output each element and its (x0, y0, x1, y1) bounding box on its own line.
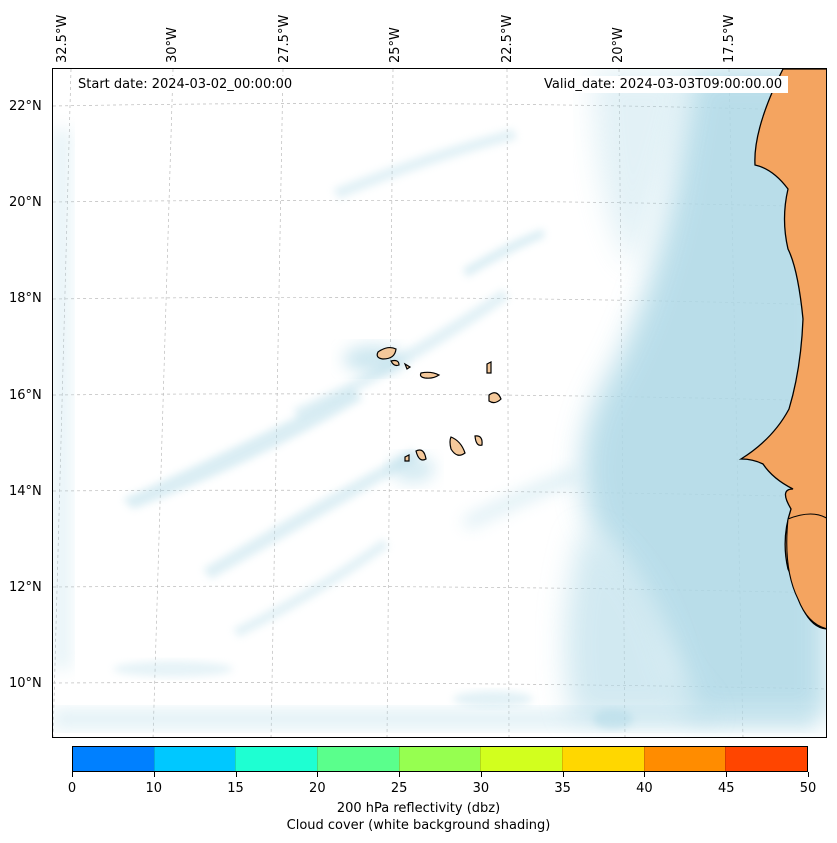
lon-label: 32.5°W (55, 14, 70, 63)
lat-label: 12°N (9, 580, 42, 595)
colorbar-tick-label: 10 (145, 781, 163, 796)
colorbar-segment (480, 747, 563, 771)
lat-label: 20°N (9, 195, 42, 210)
lon-label: 20°W (611, 27, 626, 63)
cape-verde-islands (376, 346, 502, 462)
colorbar-tick-label: 40 (636, 781, 653, 796)
start-date-label: Start date: 2024-03-02_00:00:00 (72, 76, 299, 93)
colorbar-segment (398, 747, 481, 771)
colorbar-tick-label: 25 (390, 781, 408, 796)
lon-label: 17.5°W (722, 14, 737, 63)
colorbar-tick-label: 0 (67, 781, 77, 796)
lon-label: 22.5°W (500, 14, 515, 63)
lat-label: 18°N (9, 291, 42, 306)
colorbar-tick (235, 772, 237, 777)
colorbar-label: 200 hPa reflectivity (dbz) (336, 801, 501, 816)
colorbar-sublabel: Cloud cover (white background shading) (286, 818, 551, 833)
colorbar-segment (73, 747, 154, 771)
lat-label: 14°N (9, 484, 42, 499)
colorbar-tick (726, 772, 728, 777)
colorbar-segment (725, 747, 808, 771)
colorbar-tick (399, 772, 401, 777)
colorbar-tick-label: 20 (309, 781, 326, 796)
map-panel (52, 68, 827, 738)
colorbar-tick (72, 772, 73, 777)
colorbar-tick-label: 45 (717, 781, 735, 796)
colorbar-tick (562, 772, 564, 777)
valid-date-label: Valid_date: 2024-03-03T09:00:00.00 (538, 76, 789, 93)
colorbar-tick (808, 772, 809, 777)
lat-label: 10°N (9, 676, 42, 691)
colorbar-segment (235, 747, 318, 771)
map-canvas (53, 69, 826, 737)
colorbar-segment (153, 747, 236, 771)
lon-label: 25°W (388, 27, 403, 63)
lon-label: 27.5°W (277, 14, 292, 63)
reflectivity-colorbar (72, 746, 808, 772)
africa-landmass-south (786, 513, 826, 630)
colorbar-segment (643, 747, 726, 771)
colorbar-tick-label: 30 (472, 781, 490, 796)
lat-label: 22°N (9, 99, 42, 114)
africa-landmass (738, 69, 826, 630)
colorbar-tick (480, 772, 482, 777)
colorbar-tick-label: 35 (554, 781, 571, 796)
colorbar-tick (644, 772, 646, 777)
colorbar-tick (153, 772, 155, 777)
lat-label: 16°N (9, 388, 42, 403)
lon-label: 30°W (165, 27, 180, 63)
colorbar-tick-label: 15 (227, 781, 244, 796)
cloud-cover-shading (53, 69, 826, 729)
colorbar-tick (317, 772, 319, 777)
colorbar-segment (562, 747, 644, 771)
colorbar-segment (317, 747, 399, 771)
colorbar-tick-label: 50 (799, 781, 817, 796)
